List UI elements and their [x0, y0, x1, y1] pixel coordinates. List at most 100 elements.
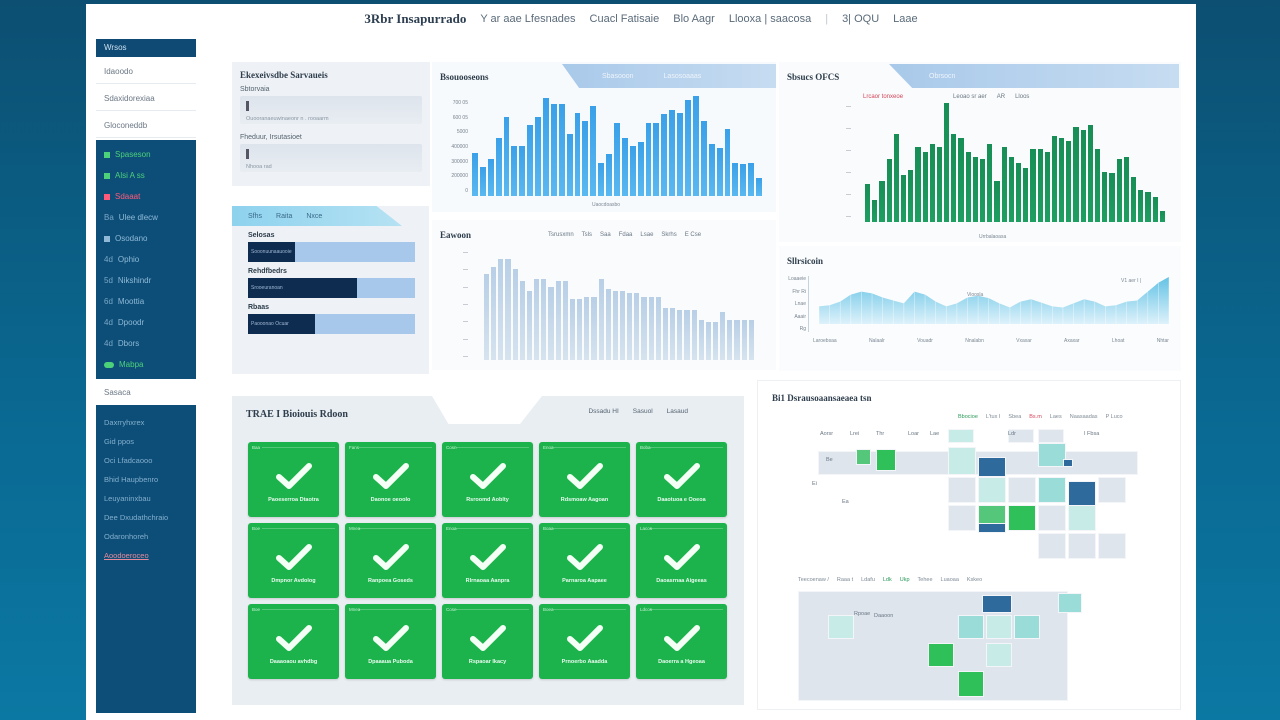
sidebar-sub-item[interactable]: Odaronhoreh: [104, 532, 149, 541]
bar[interactable]: [713, 321, 719, 360]
tab[interactable]: Sfhs: [248, 212, 263, 220]
sidebar-item[interactable]: 4d Ophio: [104, 255, 140, 264]
nav-link[interactable]: Blo Aagr: [673, 13, 715, 25]
bar[interactable]: [498, 259, 504, 360]
bar[interactable]: [1023, 168, 1029, 222]
bar[interactable]: [1059, 137, 1065, 222]
bar[interactable]: [598, 279, 604, 360]
bar[interactable]: [965, 151, 971, 222]
bar[interactable]: [756, 177, 762, 196]
bar[interactable]: [865, 184, 871, 222]
nav-link[interactable]: Cuacl Fatisaie: [589, 13, 660, 25]
bar[interactable]: [698, 319, 704, 360]
action-link[interactable]: Lasaud: [666, 408, 688, 415]
bar[interactable]: [605, 289, 611, 360]
bar[interactable]: [1080, 130, 1086, 222]
sidebar-sub-item[interactable]: Bhid Haupbenro: [104, 475, 159, 484]
bar[interactable]: [526, 291, 533, 360]
status-tile[interactable]: Boe Dmpnor Avdolog: [248, 523, 339, 598]
bar[interactable]: [590, 106, 597, 196]
bar[interactable]: [472, 152, 478, 196]
status-tile[interactable]: Boea Prnoerbo Aaadda: [539, 604, 630, 679]
heatmap-cell[interactable]: [948, 505, 976, 531]
bar[interactable]: [558, 104, 565, 196]
status-tile[interactable]: Enoa Rdsmoaw Aagoan: [539, 442, 630, 517]
bar[interactable]: [1008, 157, 1014, 222]
sidebar-section-label[interactable]: Sasaca: [96, 379, 196, 405]
bar[interactable]: [629, 146, 636, 196]
bar[interactable]: [1030, 148, 1036, 222]
ribbon-tab[interactable]: Lasosoaaas: [663, 72, 702, 80]
bar[interactable]: [511, 146, 518, 196]
bar[interactable]: [720, 311, 726, 360]
bar[interactable]: [708, 144, 715, 196]
bar[interactable]: [732, 162, 739, 196]
status-tile[interactable]: Mnea Ranpoea Goseds: [345, 523, 436, 598]
bar[interactable]: [582, 121, 589, 196]
bar[interactable]: [727, 319, 733, 360]
status-tile[interactable]: Fans Daonoe oeoolo: [345, 442, 436, 517]
status-tile[interactable]: Cosn Rsroomd Aoblty: [442, 442, 533, 517]
nav-link[interactable]: Llooxa | saacosa: [728, 13, 812, 25]
heatmap-cell[interactable]: [986, 615, 1012, 639]
heatmap-cell[interactable]: [1068, 505, 1096, 531]
bar[interactable]: [484, 274, 490, 360]
heatmap-cell[interactable]: [978, 457, 1006, 477]
heatmap-cell[interactable]: [1038, 533, 1066, 559]
bar[interactable]: [670, 307, 676, 360]
bar[interactable]: [748, 162, 755, 196]
bar[interactable]: [612, 291, 618, 360]
bar[interactable]: [1138, 189, 1144, 222]
bar[interactable]: [1116, 159, 1122, 222]
sidebar-item[interactable]: Gloconeddb: [96, 111, 196, 138]
bar[interactable]: [569, 299, 576, 360]
filter-input[interactable]: Ouooranaeuwinaeonr n . rooaarm: [240, 96, 422, 124]
bar[interactable]: [662, 307, 669, 360]
heatmap-cell[interactable]: [1098, 477, 1126, 503]
heatmap-cell[interactable]: [958, 671, 984, 697]
bar[interactable]: [734, 319, 740, 360]
sidebar-item-settings[interactable]: Mabpa: [96, 354, 196, 375]
bar[interactable]: [700, 121, 707, 196]
heatmap-cell[interactable]: [978, 477, 1006, 503]
heatmap-cell[interactable]: [856, 449, 871, 465]
heatmap-cell[interactable]: [828, 615, 854, 639]
sidebar-sub-item[interactable]: Gid ppos: [104, 437, 135, 446]
heatmap-cell[interactable]: [1068, 533, 1096, 559]
bar[interactable]: [621, 137, 628, 196]
bar[interactable]: [1044, 151, 1050, 222]
status-tile[interactable]: Lacos Daoasrnaa Aigeeas: [636, 523, 727, 598]
heatmap-cell[interactable]: [948, 477, 976, 503]
bar[interactable]: [512, 269, 518, 360]
heatmap-cell[interactable]: [1038, 443, 1066, 467]
bar[interactable]: [505, 259, 511, 360]
sidebar-header[interactable]: Wrsos: [96, 39, 196, 57]
bar[interactable]: [648, 297, 654, 360]
nav-link[interactable]: Y ar aae Lfesnades: [480, 13, 576, 25]
bar[interactable]: [503, 116, 510, 196]
status-tile[interactable]: Boe Daaaoaou avhdbg: [248, 604, 339, 679]
bar[interactable]: [548, 287, 554, 360]
heatmap-cell[interactable]: [1058, 593, 1082, 613]
heatmap-cell[interactable]: [1008, 429, 1034, 443]
bar[interactable]: [487, 158, 494, 196]
bar[interactable]: [936, 146, 943, 222]
bar[interactable]: [893, 133, 899, 222]
bar[interactable]: [1051, 135, 1058, 222]
sidebar-item[interactable]: Idaoodo: [96, 57, 196, 84]
bar[interactable]: [886, 159, 892, 222]
bar[interactable]: [669, 110, 676, 196]
status-tile[interactable]: Boaa Parnaroa Aapaee: [539, 523, 630, 598]
sidebar-item[interactable]: 6d Moottia: [104, 297, 145, 306]
heatmap-cell[interactable]: [986, 643, 1012, 667]
bar[interactable]: [685, 100, 691, 196]
heatmap-cell[interactable]: [1098, 533, 1126, 559]
heatmap-cell[interactable]: [1008, 505, 1036, 531]
sidebar-sub-item-link[interactable]: Aoodoeroceo: [104, 551, 149, 560]
sidebar-item-analytics[interactable]: Alsi A ss: [96, 165, 196, 186]
bar[interactable]: [987, 144, 993, 222]
sidebar-item[interactable]: Sdaxidorexiaa: [96, 84, 196, 111]
heatmap-cell[interactable]: [1014, 615, 1040, 639]
bar[interactable]: [1130, 176, 1137, 222]
sidebar-item-alerts[interactable]: Sdaaat: [96, 186, 196, 207]
